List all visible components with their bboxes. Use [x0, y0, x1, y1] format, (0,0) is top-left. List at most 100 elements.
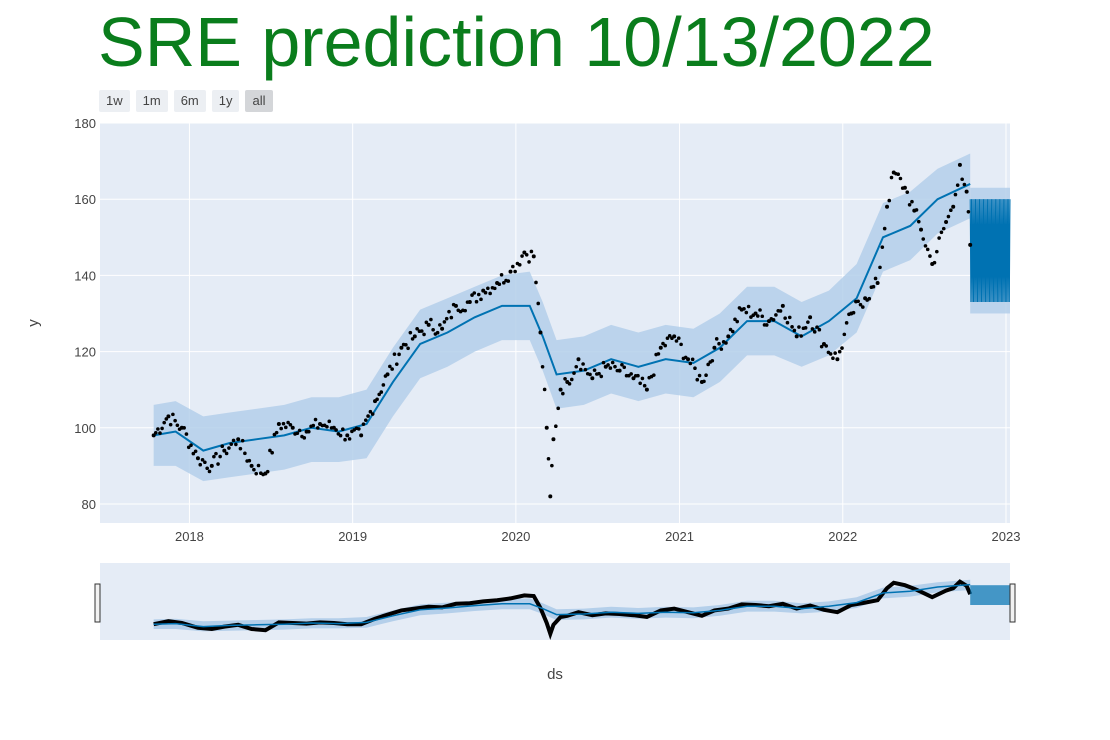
observed-point [189, 443, 193, 447]
observed-point [173, 418, 177, 423]
observed-point [214, 451, 218, 456]
y-tick-label: 180 [74, 116, 96, 131]
observed-point [195, 456, 200, 461]
observed-point [486, 286, 490, 291]
range-button-1m[interactable]: 1m [135, 90, 168, 112]
observed-point [347, 437, 352, 441]
observed-point [404, 343, 408, 347]
observed-point [279, 426, 283, 431]
observed-point [597, 371, 601, 376]
observed-point [175, 423, 180, 428]
range-button-6m[interactable]: 6m [173, 90, 206, 112]
observed-point [341, 427, 345, 431]
observed-point [334, 428, 338, 432]
observed-point [957, 162, 962, 167]
band-area [153, 153, 971, 482]
observed-point [817, 327, 822, 332]
observed-point [281, 421, 286, 426]
observed-point [205, 466, 209, 471]
observed-point [540, 364, 545, 369]
observed-point [774, 313, 778, 317]
observed-point [212, 454, 216, 459]
range-slider-left-handle[interactable] [94, 583, 101, 623]
observed-point [408, 330, 413, 335]
y-tick-label: 140 [74, 268, 96, 283]
observed-point [325, 424, 329, 429]
observed-point [667, 334, 672, 338]
observed-point [229, 442, 234, 446]
range-button-1w[interactable]: 1w [99, 90, 130, 112]
observed-point [497, 282, 502, 287]
x-tick-label: 2020 [501, 529, 530, 544]
observed-point [714, 337, 719, 341]
chart-title: SRE prediction 10/13/2022 [98, 3, 935, 81]
observed-point [695, 377, 700, 382]
observed-point [388, 364, 392, 369]
observed-point [240, 438, 245, 443]
observed-point [704, 373, 708, 377]
range-button-1y[interactable]: 1y [211, 90, 240, 112]
observed-point [156, 427, 160, 431]
observed-point [370, 412, 375, 416]
observed-point [907, 203, 912, 207]
observed-point [831, 356, 835, 360]
observed-point [492, 286, 497, 291]
observed-point [361, 422, 366, 426]
observed-point [702, 379, 706, 384]
observed-point [638, 381, 642, 386]
observed-point [444, 316, 449, 321]
observed-point [385, 372, 390, 377]
observed-point [249, 463, 254, 468]
observed-point [429, 317, 433, 322]
observed-point [962, 182, 967, 187]
range-button-all[interactable]: all [245, 90, 273, 112]
observed-point [546, 456, 551, 461]
observed-point [551, 437, 556, 442]
y-tick-label: 120 [74, 345, 96, 360]
observed-point [799, 334, 803, 338]
observed-point [885, 204, 890, 209]
observed-point [925, 247, 930, 252]
observed-point [422, 332, 426, 337]
observed-point [766, 319, 771, 324]
observed-point [717, 341, 721, 346]
observed-point [508, 269, 513, 274]
mini-future [970, 585, 1010, 605]
observed-point [410, 337, 415, 341]
observed-point [735, 319, 740, 324]
observed-point [810, 327, 815, 331]
observed-point [256, 463, 261, 468]
observed-point [313, 417, 318, 422]
y-tick-label: 80 [82, 497, 96, 512]
observed-point [656, 352, 661, 356]
observed-point [871, 284, 876, 289]
observed-point [472, 291, 477, 295]
range-slider-right-handle[interactable] [1009, 583, 1016, 623]
observed-point [536, 301, 541, 306]
observed-point [377, 392, 381, 397]
range-selector: 1w 1m 6m 1y all [99, 90, 273, 112]
observed-point [790, 325, 794, 329]
observed-point [483, 290, 488, 295]
observed-points [151, 162, 973, 499]
y-tick-label: 100 [74, 421, 96, 436]
observed-point [733, 317, 737, 322]
observed-point [583, 367, 588, 372]
observed-point [164, 417, 169, 421]
range-slider-preview [153, 579, 1010, 641]
observed-point [960, 177, 964, 182]
observed-point [939, 230, 944, 235]
observed-point [220, 444, 225, 449]
observed-point [902, 185, 907, 190]
observed-point [561, 391, 565, 396]
x-axis-ticks: 2018 2019 2020 2021 2022 2023 [175, 529, 1020, 544]
observed-point [186, 445, 191, 450]
observed-point [898, 176, 903, 181]
observed-point [875, 281, 880, 285]
observed-point [357, 427, 361, 431]
observed-point [415, 326, 419, 331]
observed-point [878, 265, 882, 270]
observed-point [679, 342, 683, 347]
observed-point [447, 309, 451, 314]
